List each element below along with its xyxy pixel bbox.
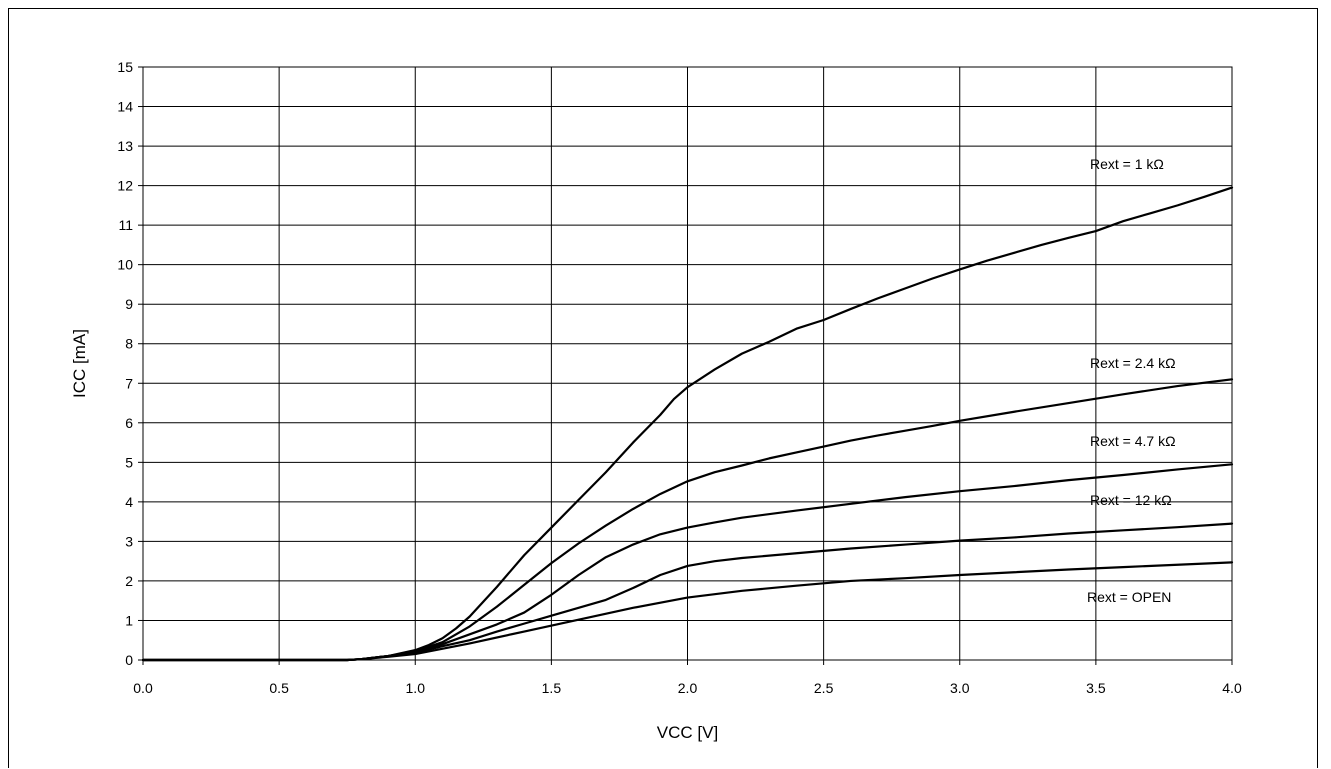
series-label: Rext = 4.7 kΩ <box>1090 433 1176 449</box>
y-tick-label: 7 <box>125 375 133 391</box>
curve-labels: Rext = 1 kΩ Rext = 2.4 kΩ Rext = 4.7 kΩ Rex… <box>1087 156 1176 605</box>
y-tick-label: 1 <box>125 612 133 628</box>
grid <box>143 67 1232 660</box>
y-tick-label: 14 <box>117 99 133 115</box>
x-tick-label: 1.0 <box>406 680 426 696</box>
y-tick-label: 8 <box>125 336 133 352</box>
x-tick-label: 4.0 <box>1222 680 1242 696</box>
y-tick-label: 5 <box>125 454 133 470</box>
y-tick-label: 0 <box>125 652 133 668</box>
y-tick-label: 10 <box>117 257 133 273</box>
series-label: Rext = 1 kΩ <box>1090 156 1164 172</box>
y-tick-label: 11 <box>118 217 133 233</box>
x-tick-label: 0.0 <box>133 680 153 696</box>
series-label: Rext = OPEN <box>1087 589 1171 605</box>
y-tick-label: 6 <box>125 415 133 431</box>
x-tick-label: 1.5 <box>542 680 562 696</box>
x-tick-label: 2.0 <box>678 680 698 696</box>
y-axis-title: ICC [mA] <box>70 329 89 398</box>
x-tick-label: 3.5 <box>1086 680 1106 696</box>
y-tick-label: 12 <box>117 178 133 194</box>
x-tick-label: 2.5 <box>814 680 834 696</box>
x-tick-label: 0.5 <box>269 680 289 696</box>
y-tick-label: 3 <box>125 533 133 549</box>
y-tick-label: 9 <box>125 296 133 312</box>
y-tick-label: 2 <box>125 573 133 589</box>
x-axis-title: VCC [V] <box>657 723 718 742</box>
y-tick-label: 13 <box>117 138 133 154</box>
y-tick-label: 4 <box>125 494 133 510</box>
y-tick-label: 15 <box>117 59 133 75</box>
series-label: Rext = 2.4 kΩ <box>1090 355 1176 371</box>
x-tick-label: 3.0 <box>950 680 970 696</box>
series-label: Rext = 12 kΩ <box>1090 492 1172 508</box>
